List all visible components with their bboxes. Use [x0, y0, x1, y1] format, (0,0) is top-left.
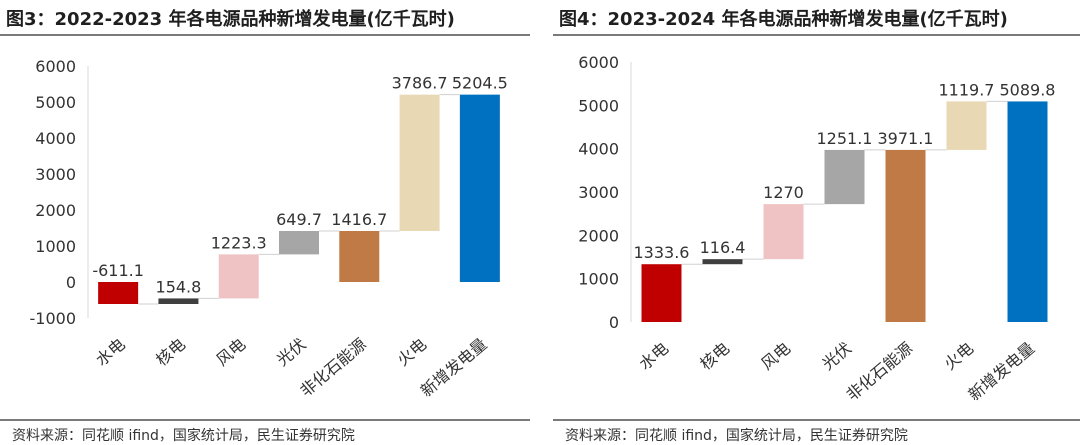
- source-note: 资料来源：同花顺 ifind，国家统计局，民生证券研究院: [565, 428, 908, 444]
- bar-thermal: [399, 94, 440, 231]
- data-label: 1333.6: [634, 243, 690, 262]
- x-tick-label: 风电: [757, 339, 794, 374]
- y-tick-label: 2000: [35, 201, 76, 220]
- bar-wind: [218, 254, 259, 299]
- y-tick-label: 1000: [35, 237, 76, 256]
- bar-hydro: [641, 264, 682, 322]
- chart-title: 图4：2023-2024 年各电源品种新增发电量(亿千瓦时): [559, 9, 1008, 30]
- x-tick-label: 新增发电量: [965, 339, 1039, 405]
- bar-total: [1007, 101, 1048, 322]
- chart-panel-2022-2023: 图3：2022-2023 年各电源品种新增发电量(亿千瓦时) -1000 0 100…: [0, 0, 530, 444]
- bar-nuclear: [702, 259, 743, 265]
- x-tick-label: 非化石能源: [843, 339, 917, 405]
- data-label: 116.4: [700, 238, 746, 257]
- y-tick-label: 5000: [35, 93, 76, 112]
- x-tick-label: 火电: [940, 339, 977, 374]
- y-tick-label: 0: [609, 313, 619, 332]
- bar-wind: [763, 204, 804, 260]
- data-label: 154.8: [156, 277, 202, 296]
- bar-nonfossil: [885, 149, 926, 322]
- data-label: 1416.7: [331, 210, 387, 229]
- x-tick-label: 光伏: [273, 335, 310, 370]
- x-tick-label: 水电: [92, 335, 129, 370]
- y-tick-label: 2000: [578, 226, 619, 245]
- data-label: 3971.1: [878, 129, 934, 148]
- bar-nuclear: [158, 298, 199, 304]
- waterfall-chart: -1000 0 1000 2000 3000 4000 5000 6000 -611.1 154.…: [30, 57, 508, 401]
- data-label: 1119.7: [939, 80, 995, 99]
- footer-divider: [553, 419, 1080, 421]
- source-note: 资料来源：同花顺 ifind，国家统计局，民生证券研究院: [12, 428, 355, 444]
- data-label: 3786.7: [392, 74, 448, 93]
- bar-thermal: [946, 101, 987, 150]
- data-label: 5089.8: [1000, 80, 1056, 99]
- y-tick-label: 6000: [578, 53, 619, 72]
- y-tick-label: 0: [66, 273, 76, 292]
- x-tick-label: 风电: [213, 335, 250, 370]
- y-tick-label: 1000: [578, 270, 619, 289]
- footer-divider: [0, 419, 530, 421]
- title-divider: [0, 34, 530, 36]
- x-tick-label: 水电: [635, 339, 672, 374]
- x-tick-label: 新增发电量: [417, 335, 491, 401]
- bar-solar: [279, 230, 319, 255]
- bar-total: [459, 94, 500, 282]
- chart-title: 图3：2022-2023 年各电源品种新增发电量(亿千瓦时): [6, 9, 455, 30]
- data-label: 1223.3: [211, 233, 267, 252]
- bar-hydro: [98, 282, 139, 304]
- y-tick-label: 6000: [35, 57, 76, 76]
- waterfall-chart: 0 1000 2000 3000 4000 5000 6000 1333.6 116.4 1270…: [578, 53, 1056, 405]
- x-tick-label: 非化石能源: [296, 335, 370, 401]
- data-label: 1251.1: [817, 129, 873, 148]
- x-tick-label: 核电: [152, 335, 189, 370]
- x-tick-label: 火电: [393, 335, 430, 370]
- data-label: 5204.5: [452, 74, 508, 93]
- x-tick-label: 核电: [696, 339, 733, 374]
- chart-panel-2023-2024: 图4：2023-2024 年各电源品种新增发电量(亿千瓦时) 0 1000 2000…: [553, 0, 1080, 444]
- title-divider: [553, 34, 1080, 36]
- data-label: 1270: [763, 183, 804, 202]
- y-tick-label: 4000: [578, 140, 619, 159]
- data-label: 649.7: [276, 210, 322, 229]
- bar-nonfossil: [339, 230, 380, 282]
- x-tick-label: 光伏: [818, 339, 855, 374]
- y-tick-label: 3000: [578, 183, 619, 202]
- y-tick-label: 5000: [578, 96, 619, 115]
- data-label: -611.1: [92, 261, 144, 280]
- bar-solar: [824, 149, 865, 205]
- y-tick-label: -1000: [30, 309, 77, 328]
- y-tick-label: 4000: [35, 129, 76, 148]
- y-tick-label: 3000: [35, 165, 76, 184]
